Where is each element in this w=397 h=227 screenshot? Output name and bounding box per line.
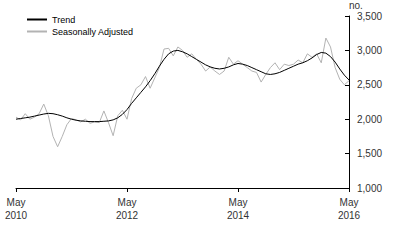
svg-text:1,500: 1,500 [357, 148, 382, 159]
svg-text:May: May [7, 197, 26, 208]
svg-text:2010: 2010 [5, 210, 28, 221]
svg-text:1,000: 1,000 [357, 183, 382, 194]
svg-text:2,500: 2,500 [357, 79, 382, 90]
svg-text:May: May [118, 197, 137, 208]
svg-text:3,500: 3,500 [357, 11, 382, 22]
svg-text:2016: 2016 [338, 210, 361, 221]
svg-text:3,000: 3,000 [357, 45, 382, 56]
svg-text:May: May [229, 197, 248, 208]
svg-text:2,000: 2,000 [357, 114, 382, 125]
svg-text:May: May [340, 197, 359, 208]
svg-text:Seasonally Adjusted: Seasonally Adjusted [52, 27, 133, 37]
svg-text:2014: 2014 [227, 210, 250, 221]
svg-text:no.: no. [349, 0, 363, 11]
svg-text:Trend: Trend [52, 15, 75, 25]
svg-text:2012: 2012 [116, 210, 139, 221]
